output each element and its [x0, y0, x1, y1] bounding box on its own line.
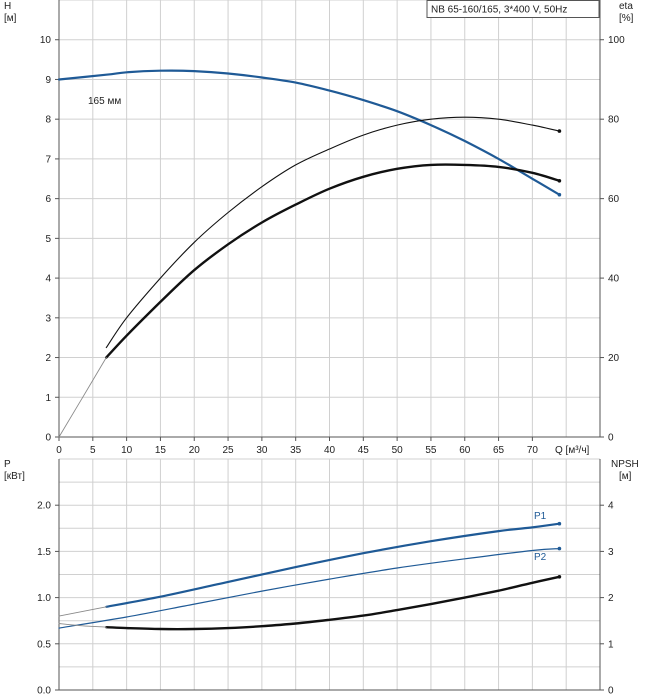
series-line-eta-extension — [58, 357, 107, 438]
x-tick-label: 35 — [290, 445, 302, 456]
series-line-NPSH-extension — [58, 623, 107, 628]
right-tick-label: 1 — [608, 639, 614, 650]
x-tick-label: 15 — [155, 445, 167, 456]
x-tick-label: 10 — [121, 445, 133, 456]
bottom-series — [58, 521, 562, 631]
right-tick-label: 40 — [608, 274, 620, 285]
series-line-P1-extension — [58, 606, 107, 617]
series-endpoint-P1 — [557, 521, 562, 526]
series-endpoint-eta-bold — [557, 179, 562, 183]
right-tick-label: 0 — [608, 433, 614, 444]
right-tick-label: 4 — [608, 501, 614, 512]
eta-axis-unit: [%] — [619, 13, 634, 24]
left-tick-label: 9 — [45, 75, 51, 86]
left-tick-label: 0.5 — [37, 639, 51, 650]
right-tick-label: 60 — [608, 194, 620, 205]
series-line-eta — [105, 116, 560, 349]
right-tick-label: 3 — [608, 547, 614, 558]
left-tick-label: 2.0 — [37, 501, 51, 512]
left-tick-label: 0 — [45, 433, 51, 444]
series-line-H — [57, 69, 561, 196]
power-axis-label: P — [4, 459, 11, 470]
npsh-axis-label: NPSH — [611, 459, 639, 470]
left-tick-label: 6 — [45, 194, 51, 205]
x-tick-label: 40 — [324, 445, 336, 456]
head-tick-labels: 0 1 2 3 4 5 6 7 8 9 10 — [40, 35, 59, 444]
x-tick-label: 0 — [56, 445, 62, 456]
model-title-box: NB 65-160/165, 3*400 V, 50Hz — [426, 0, 600, 18]
series-endpoint-eta — [557, 129, 562, 133]
series-endpoint-H — [557, 192, 562, 197]
right-tick-label: 80 — [608, 115, 620, 126]
x-tick-label: 45 — [358, 445, 370, 456]
x-tick-label: 25 — [223, 445, 235, 456]
eta-tick-labels: 0 20 40 60 80 100 — [600, 35, 625, 444]
power-axis-unit: [кВт] — [4, 471, 25, 482]
left-tick-label: 7 — [45, 154, 51, 165]
x-tick-label: 20 — [189, 445, 201, 456]
left-tick-label: 4 — [45, 274, 51, 285]
right-tick-label: 0 — [608, 686, 614, 697]
impeller-diameter-annotation: 165 мм — [88, 96, 121, 107]
left-tick-label: 1 — [45, 393, 51, 404]
right-tick-label: 2 — [608, 593, 614, 604]
series-line-P1 — [105, 522, 561, 608]
model-title-frame — [426, 0, 600, 18]
power-tick-labels: 0.0 0.5 1.0 1.5 2.0 — [37, 501, 59, 697]
series-line-NPSH — [105, 575, 561, 631]
left-tick-label: 10 — [40, 35, 52, 46]
top-grid — [59, 0, 600, 437]
left-tick-label: 5 — [45, 234, 51, 245]
series-endpoint-P2 — [557, 546, 562, 551]
x-tick-label: 50 — [392, 445, 404, 456]
head-axis-unit: [м] — [4, 13, 17, 24]
series-endpoint-NPSH — [557, 575, 562, 579]
head-axis-label: H — [4, 1, 11, 12]
left-tick-label: 1.0 — [37, 593, 51, 604]
p2-series-label: P2 — [534, 552, 547, 563]
series-line-eta-bold — [105, 163, 561, 359]
left-tick-label: 2 — [45, 353, 51, 364]
model-title: NB 65-160/165, 3*400 V, 50Hz — [431, 5, 567, 16]
x-tick-label: 70 — [527, 445, 539, 456]
x-tick-label: 30 — [256, 445, 268, 456]
eta-axis-label: eta — [619, 1, 633, 12]
left-tick-label: 0.0 — [37, 686, 51, 697]
x-tick-label: 55 — [425, 445, 437, 456]
series-line-P2 — [58, 548, 560, 629]
npsh-axis-unit: [м] — [619, 471, 632, 482]
p1-series-label: P1 — [534, 511, 547, 522]
power-npsh-panel: 0.0 0.5 1.0 1.5 2.0 0 1 2 3 4 P [кВт] NPSH [м] P… — [4, 458, 639, 697]
right-tick-label: 100 — [608, 35, 625, 46]
flow-axis-label: Q [м³/ч] — [555, 445, 590, 456]
x-tick-label: 5 — [90, 445, 96, 456]
left-tick-label: 3 — [45, 313, 51, 324]
x-tick-label: 65 — [493, 445, 505, 456]
right-tick-label: 20 — [608, 353, 620, 364]
top-series — [57, 69, 562, 438]
x-tick-label: 60 — [459, 445, 471, 456]
bottom-grid — [59, 458, 600, 690]
flow-tick-labels: 0 5 10 15 20 25 30 35 40 45 50 55 60 65 70 — [56, 437, 538, 456]
npsh-tick-labels: 0 1 2 3 4 — [600, 501, 614, 697]
left-tick-label: 8 — [45, 115, 51, 126]
left-tick-label: 1.5 — [37, 547, 51, 558]
